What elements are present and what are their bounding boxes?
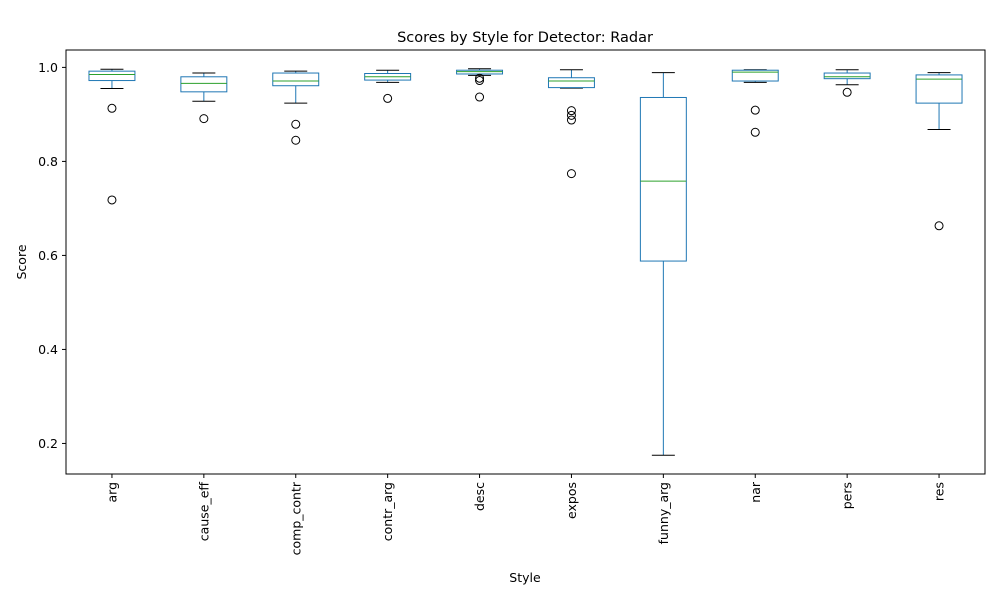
outlier-point bbox=[107, 103, 117, 113]
iqr-box bbox=[823, 72, 871, 80]
axes-frame bbox=[65, 49, 986, 475]
x-tick-label: expos bbox=[564, 482, 579, 519]
x-tick-label: funny_arg bbox=[656, 482, 671, 544]
outlier-point bbox=[934, 221, 944, 231]
outlier-point bbox=[566, 110, 576, 120]
chart-title: Scores by Style for Detector: Radar bbox=[397, 30, 653, 46]
x-tick-label: contr_arg bbox=[380, 482, 395, 541]
outlier-point bbox=[475, 92, 485, 102]
outlier-point bbox=[750, 105, 760, 115]
outlier-point bbox=[199, 114, 209, 124]
outlier-point bbox=[750, 127, 760, 137]
x-tick-label: res bbox=[932, 482, 947, 501]
y-tick-label: 0.6 bbox=[38, 248, 58, 263]
y-tick-label: 1.0 bbox=[38, 60, 58, 75]
iqr-box bbox=[547, 77, 595, 89]
outlier-point bbox=[291, 119, 301, 129]
outlier-point bbox=[566, 169, 576, 179]
outlier-point bbox=[566, 115, 576, 125]
y-tick-label: 0.8 bbox=[38, 154, 58, 169]
y-tick-label: 0.4 bbox=[38, 342, 58, 357]
x-tick-label: cause_eff bbox=[196, 482, 211, 542]
x-axis-label: Style bbox=[509, 570, 541, 585]
y-axis-label: Score bbox=[14, 244, 29, 279]
iqr-box bbox=[639, 96, 687, 262]
x-tick-label: desc bbox=[472, 482, 487, 511]
outlier-point bbox=[291, 135, 301, 145]
iqr-box bbox=[88, 70, 136, 82]
plot-area: 0.2 0.4 0.6 0.8 1.0 arg cause_eff comp_contr con… bbox=[38, 60, 963, 555]
x-tick-label: comp_contr bbox=[288, 481, 303, 555]
outlier-point bbox=[842, 87, 852, 97]
outlier-point bbox=[107, 195, 117, 205]
y-tick-label: 0.2 bbox=[38, 436, 58, 451]
iqr-box bbox=[731, 69, 779, 82]
outlier-point bbox=[475, 73, 485, 83]
iqr-box bbox=[272, 72, 320, 87]
x-tick-label: arg bbox=[104, 482, 119, 503]
outlier-point bbox=[566, 106, 576, 116]
x-tick-label: pers bbox=[840, 482, 855, 509]
iqr-box bbox=[915, 74, 963, 104]
outlier-point bbox=[383, 93, 393, 103]
outlier-point bbox=[475, 76, 485, 86]
iqr-box bbox=[180, 76, 228, 93]
x-tick-label: nar bbox=[748, 481, 763, 503]
